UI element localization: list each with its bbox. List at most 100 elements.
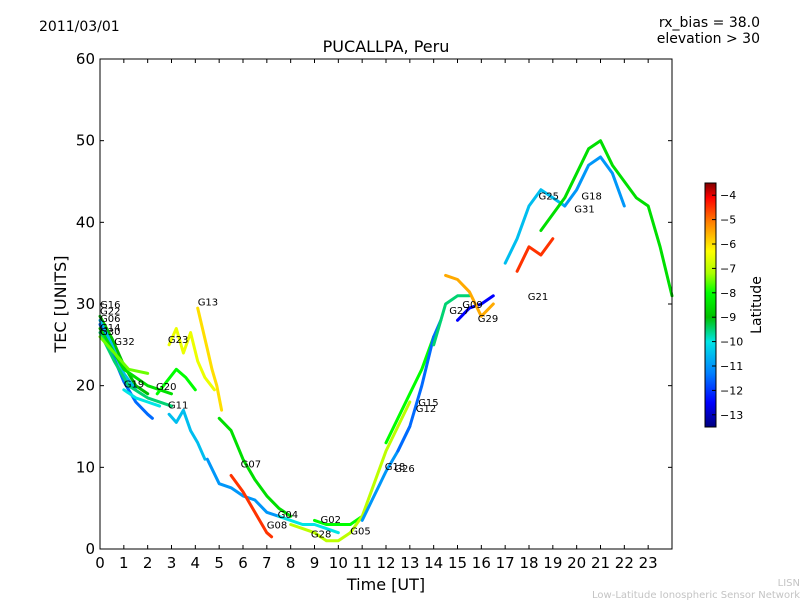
x-tick-label-13: 13 [400, 554, 419, 572]
colorbar-tick-label: −13 [720, 409, 743, 422]
sat-label-g12-19: G12 [416, 404, 436, 415]
x-tick-label-14: 14 [424, 554, 443, 572]
series-g13 [196, 306, 224, 412]
colorbar-tick-label: −8 [720, 287, 736, 300]
x-tick-label-16: 16 [472, 554, 491, 572]
series-g11 [167, 408, 207, 461]
sat-label-g11-9: G11 [168, 401, 188, 412]
colorbar [704, 182, 717, 428]
sat-label-g31-26: G31 [574, 205, 594, 216]
x-tick-label-18: 18 [519, 554, 538, 572]
sat-label-g19-6: G19 [124, 379, 144, 390]
series-g32 [98, 335, 150, 375]
sat-label-g30-4: G30 [100, 327, 120, 338]
series-g12 [384, 335, 436, 445]
x-tick-label-19: 19 [543, 554, 562, 572]
x-tick-label-23: 23 [639, 554, 658, 572]
sat-label-g32-5: G32 [114, 337, 134, 348]
plot-area [100, 59, 672, 549]
date-label: 2011/03/01 [39, 19, 120, 35]
sat-label-g18-27: G18 [581, 192, 601, 203]
colorbar-ticks: −4 −5 −6 −7 −8 −9 −10 −11 −12 −13 [712, 189, 743, 422]
series-g27 [432, 294, 471, 347]
x-tick-label-7: 7 [262, 554, 272, 572]
sat-label-g15-20: G15 [418, 398, 438, 409]
y-tick-label-0: 0 [85, 540, 95, 558]
elevation-label: elevation > 30 [657, 31, 760, 47]
sat-label-g26-18: G26 [394, 464, 414, 475]
x-axis: 0 1 2 3 4 5 6 7 8 9 10 11 12 13 14 15 16 17 18 19 20 21 22 23 [95, 59, 658, 572]
x-tick-label-22: 22 [615, 554, 634, 572]
y-tick-label-10: 10 [76, 458, 95, 476]
x-tick-label-21: 21 [591, 554, 610, 572]
x-tick-label-15: 15 [448, 554, 467, 572]
x-tick-label-9: 9 [310, 554, 320, 572]
colorbar-tick-label: −4 [720, 189, 736, 202]
colorbar-tick-label: −11 [720, 360, 743, 373]
series-g08 [229, 474, 274, 539]
x-tick-label-4: 4 [191, 554, 201, 572]
sat-label-g05-16: G05 [350, 526, 370, 537]
series-g21 [515, 237, 555, 273]
sat-label-g28-15: G28 [311, 530, 331, 541]
colorbar-tick-label: −6 [720, 238, 736, 251]
series-g07 [217, 416, 293, 518]
series-g05 [313, 514, 364, 526]
sat-label-g14-3: G14 [100, 323, 120, 334]
y-axis: 0 10 20 30 40 50 60 [76, 50, 672, 558]
series-g17 [539, 139, 674, 298]
sat-label-g25-25: G25 [539, 192, 559, 203]
series-g28 [289, 523, 352, 543]
series-g15 [396, 318, 443, 453]
y-tick-label-20: 20 [76, 377, 95, 395]
series-g23 [167, 327, 216, 392]
series-g04 [205, 457, 281, 518]
x-tick-label-10: 10 [329, 554, 348, 572]
sat-label-g04-12: G04 [278, 510, 298, 521]
x-tick-label-0: 0 [95, 554, 105, 572]
x-tick-label-1: 1 [119, 554, 129, 572]
sat-label-g07-11: G07 [241, 459, 261, 470]
x-tick-label-5: 5 [214, 554, 224, 572]
series-g25 [503, 188, 567, 265]
sat-label-g23-8: G23 [168, 335, 188, 346]
colorbar-tick-label: −7 [720, 262, 736, 275]
colorbar-tick-label: −9 [720, 311, 736, 324]
x-tick-label-3: 3 [167, 554, 177, 572]
y-tick-label-30: 30 [76, 295, 95, 313]
footer-long: Low-Latitude Ionospheric Sensor Network [592, 590, 800, 600]
x-tick-label-11: 11 [353, 554, 372, 572]
sat-label-g21-24: G21 [528, 292, 548, 303]
sat-label-g13-10: G13 [198, 298, 218, 309]
sat-label-g16-0: G16 [100, 300, 120, 311]
sat-label-g27-21: G27 [449, 306, 469, 317]
x-tick-label-8: 8 [286, 554, 296, 572]
sat-label-g18-17: G18 [385, 462, 405, 473]
series-g14 [98, 327, 173, 396]
colorbar-tick-label: −12 [720, 384, 743, 397]
y-tick-label-50: 50 [76, 132, 95, 150]
series-g18 [348, 400, 412, 535]
series-g20 [155, 367, 197, 396]
series-g19 [122, 388, 162, 408]
chart-title: PUCALLPA, Peru [323, 37, 450, 56]
colorbar-label: Latitude [749, 276, 765, 334]
y-tick-label-60: 60 [76, 50, 95, 68]
x-tick-label-17: 17 [496, 554, 515, 572]
x-tick-label-6: 6 [238, 554, 248, 572]
x-tick-label-20: 20 [567, 554, 586, 572]
sat-label-g22-1: G22 [100, 307, 120, 318]
rx-bias-label: rx_bias = 38.0 [659, 15, 760, 31]
x-tick-label-12: 12 [376, 554, 395, 572]
sat-label-g06-2: G06 [100, 314, 120, 325]
footer-short: LISN [778, 578, 800, 589]
sat-label-g08-13: G08 [267, 521, 287, 532]
sat-label-g29-23: G29 [478, 314, 498, 325]
sat-label-g09-22: G09 [462, 300, 482, 311]
sat-label-g20-7: G20 [156, 382, 176, 393]
series-g02 [277, 514, 340, 535]
x-tick-label-2: 2 [143, 554, 153, 572]
series-g29 [444, 273, 495, 318]
